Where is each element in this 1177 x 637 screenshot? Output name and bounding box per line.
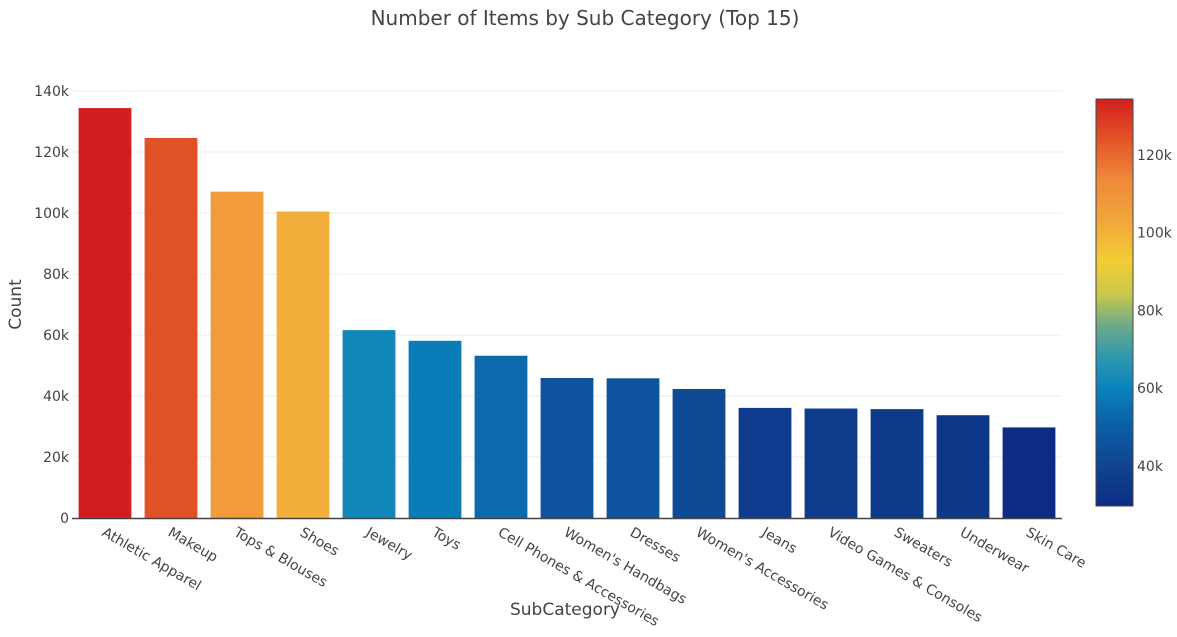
x-tick-label: Underwear xyxy=(957,525,1032,577)
colorbar-tick-label: 40k xyxy=(1137,459,1164,475)
y-tick-label: 20k xyxy=(43,450,70,466)
colorbar-tick-label: 60k xyxy=(1137,381,1164,397)
colorbar-frame xyxy=(1095,98,1134,507)
x-tick-label: Jeans xyxy=(758,524,799,557)
bar xyxy=(936,415,990,518)
bar xyxy=(606,378,660,518)
chart-title: Number of Items by Sub Category (Top 15) xyxy=(371,6,800,30)
bar xyxy=(672,388,726,518)
y-tick-label: 40k xyxy=(43,389,70,405)
bar xyxy=(804,408,858,518)
bar xyxy=(78,108,132,518)
bar xyxy=(342,330,396,518)
bar xyxy=(144,137,198,518)
x-tick-label: Dresses xyxy=(627,525,683,567)
bar xyxy=(870,409,924,518)
bar xyxy=(276,211,330,518)
x-tick-label: Jewelry xyxy=(362,524,415,564)
y-tick-label: 80k xyxy=(43,267,70,283)
bars xyxy=(78,108,1056,518)
y-axis-title: Count xyxy=(6,279,26,330)
colorbar-ticks: 40k 60k 80k 100k 120k xyxy=(1137,148,1173,475)
x-tick-label: Toys xyxy=(428,524,463,554)
colorbar-tick-label: 100k xyxy=(1137,226,1173,242)
x-tick-label: Shoes xyxy=(297,525,342,560)
y-tick-label: 140k xyxy=(34,84,70,100)
colorbar: 40k 60k 80k 100k 120k xyxy=(1095,98,1173,507)
x-axis-title: SubCategory xyxy=(510,600,620,620)
y-tick-label: 60k xyxy=(43,328,70,344)
bar xyxy=(474,355,528,518)
x-tick-label: Makeup xyxy=(165,525,220,566)
colorbar-tick-label: 120k xyxy=(1137,148,1173,164)
bar xyxy=(408,340,462,518)
y-tick-label: 120k xyxy=(34,145,70,161)
colorbar-tick-label: 80k xyxy=(1137,303,1164,319)
bar xyxy=(210,191,264,518)
y-axis-ticks: 0 20k 40k 60k 80k 100k 120k 140k xyxy=(34,84,70,527)
bar xyxy=(540,378,594,518)
y-tick-label: 100k xyxy=(34,206,70,222)
y-tick-label: 0 xyxy=(60,511,69,527)
colorbar-gradient xyxy=(1096,99,1133,506)
x-tick-label: Skin Care xyxy=(1023,525,1089,572)
bar xyxy=(1002,427,1056,518)
bar xyxy=(738,407,792,518)
